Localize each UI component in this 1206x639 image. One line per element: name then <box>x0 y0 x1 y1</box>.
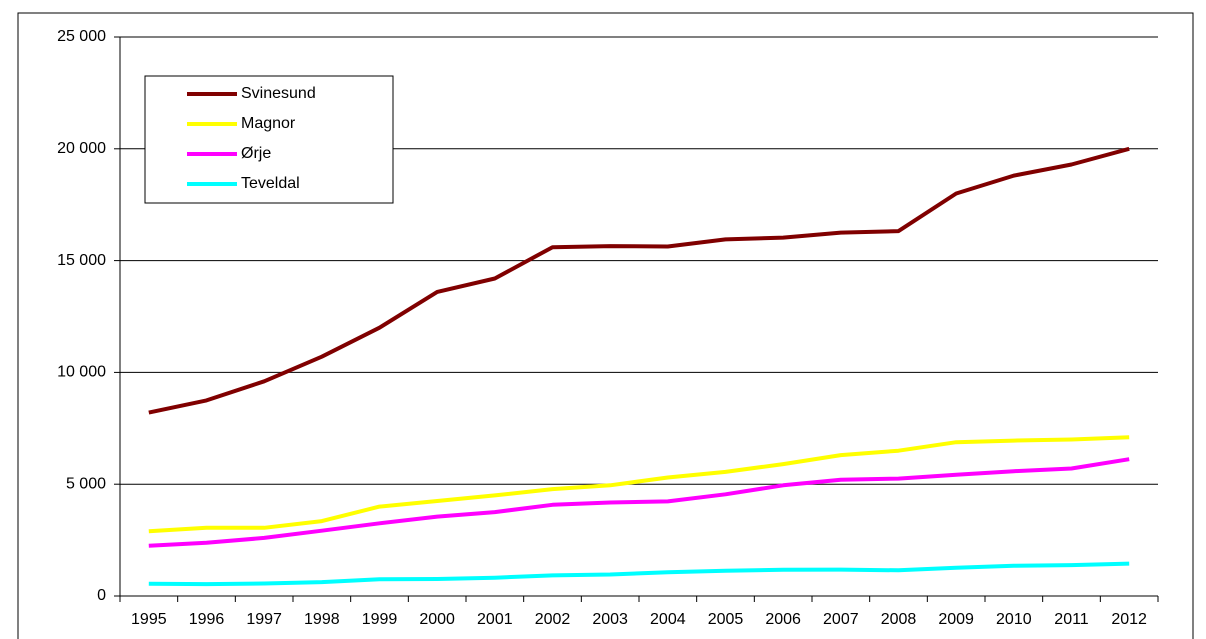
legend-label: Ørje <box>241 145 271 162</box>
series-line <box>148 435 1130 534</box>
x-tick-label: 2000 <box>419 611 455 628</box>
x-tick-label: 2010 <box>996 611 1032 628</box>
x-tick-label: 2003 <box>592 611 628 628</box>
x-tick-label: 2012 <box>1111 611 1147 628</box>
chart-border <box>17 12 1194 639</box>
y-tick-label: 15 000 <box>57 252 106 269</box>
x-tick-label: 2009 <box>938 611 974 628</box>
legend-label: Teveldal <box>241 175 300 192</box>
series-line <box>148 457 1130 548</box>
x-tick-label: 2008 <box>881 611 917 628</box>
series-line <box>148 561 1130 587</box>
x-tick-label: 1999 <box>362 611 398 628</box>
x-tick-label: 2001 <box>477 611 513 628</box>
x-tick-label: 1995 <box>131 611 167 628</box>
x-tick-label: 2005 <box>708 611 744 628</box>
y-tick-label: 0 <box>97 587 106 604</box>
x-tick-label: 1998 <box>304 611 340 628</box>
legend-label: Magnor <box>241 115 296 132</box>
x-tick-label: 2002 <box>535 611 571 628</box>
legend-label: Svinesund <box>241 85 316 102</box>
y-tick-label: 10 000 <box>57 364 106 381</box>
y-tick-label: 5 000 <box>66 475 106 492</box>
y-tick-label: 25 000 <box>57 28 106 45</box>
x-tick-label: 2006 <box>765 611 801 628</box>
x-tick-label: 1997 <box>246 611 282 628</box>
x-tick-label: 2004 <box>650 611 686 628</box>
series-line <box>148 146 1130 415</box>
x-tick-label: 2007 <box>823 611 859 628</box>
x-tick-label: 1996 <box>189 611 225 628</box>
legend-box <box>144 75 394 204</box>
x-tick-label: 2011 <box>1054 611 1089 628</box>
y-tick-label: 20 000 <box>57 140 106 157</box>
